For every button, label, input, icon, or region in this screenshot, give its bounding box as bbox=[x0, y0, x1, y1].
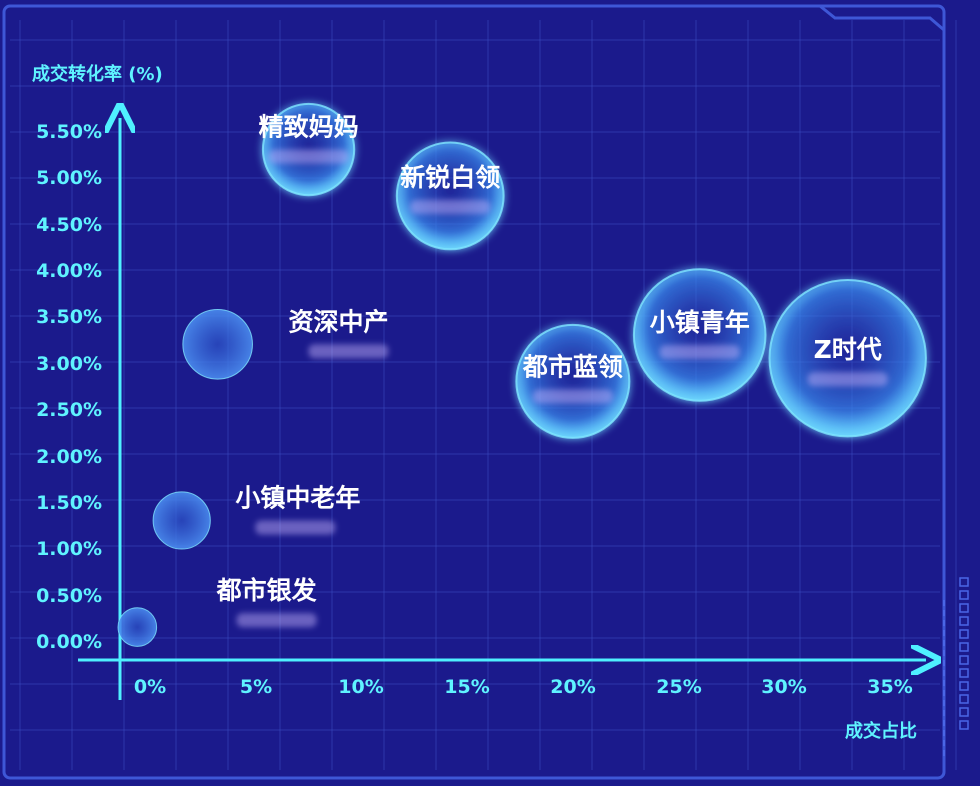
x-tick-label: 0% bbox=[134, 676, 166, 698]
frame-decoration bbox=[959, 707, 969, 717]
bubble-label: 资深中产 bbox=[288, 307, 388, 336]
bubble-point: 新锐白领 bbox=[395, 141, 505, 251]
frame-decoration bbox=[959, 681, 969, 691]
y-tick-label: 1.50% bbox=[36, 492, 102, 514]
bubble-circle bbox=[117, 607, 158, 647]
bubble-circle bbox=[768, 278, 927, 438]
blurred-value-label bbox=[659, 345, 740, 359]
blurred-value-label bbox=[410, 199, 491, 214]
y-tick-label: 3.50% bbox=[36, 306, 102, 328]
frame-decoration bbox=[959, 720, 969, 730]
bubble-label: 小镇中老年 bbox=[235, 483, 360, 512]
y-tick-labels: 0.00% 0.50% 1.00% 1.50% 2.00% 2.50% 3.00% 3.50%… bbox=[36, 121, 102, 653]
x-tick-label: 20% bbox=[550, 676, 595, 698]
bubble-point: 资深中产 bbox=[182, 307, 389, 380]
blurred-value-label bbox=[807, 372, 888, 387]
frame-decoration bbox=[959, 655, 969, 665]
bubble-label: 都市蓝领 bbox=[522, 352, 623, 381]
x-tick-label: 15% bbox=[444, 676, 489, 698]
x-tick-label: 5% bbox=[240, 676, 272, 698]
bubble-circle bbox=[182, 308, 253, 380]
x-tick-labels: 0% 5% 10% 15% 20% 25% 30% 35% bbox=[134, 676, 913, 698]
frame-decoration bbox=[959, 603, 969, 613]
frame-decoration bbox=[959, 616, 969, 626]
bubble-point: 精致妈妈 bbox=[259, 102, 359, 197]
bubble-point: 小镇青年 bbox=[632, 268, 767, 402]
frame-decoration bbox=[959, 694, 969, 704]
y-tick-label: 0.00% bbox=[36, 631, 102, 653]
y-tick-label: 5.50% bbox=[36, 121, 102, 143]
blurred-value-label bbox=[268, 149, 349, 164]
frame-decoration bbox=[959, 577, 969, 587]
frame-decoration bbox=[959, 668, 969, 678]
blurred-value-label bbox=[236, 613, 317, 628]
y-axis-label: 成交转化率 (%) bbox=[32, 63, 163, 85]
bubble-label: Z时代 bbox=[814, 335, 882, 364]
y-tick-label: 4.50% bbox=[36, 214, 102, 236]
y-tick-label: 2.50% bbox=[36, 399, 102, 421]
x-tick-label: 25% bbox=[656, 676, 701, 698]
frame-decoration bbox=[959, 629, 969, 639]
y-tick-label: 3.00% bbox=[36, 353, 102, 375]
bubble-point: 小镇中老年 bbox=[152, 483, 360, 550]
grid-lines bbox=[10, 20, 957, 770]
bubble-circle bbox=[515, 323, 631, 439]
blurred-value-label bbox=[308, 344, 389, 359]
x-tick-label: 35% bbox=[867, 676, 912, 698]
x-axis-label: 成交占比 bbox=[845, 720, 917, 742]
bubble-point: 都市银发 bbox=[117, 576, 317, 647]
axes bbox=[78, 118, 926, 700]
bubble-point: Z时代 bbox=[768, 278, 927, 438]
bubble-label: 新锐白领 bbox=[400, 163, 500, 192]
x-tick-label: 10% bbox=[338, 676, 383, 698]
frame-decoration bbox=[959, 590, 969, 600]
frame-decoration bbox=[959, 642, 969, 652]
bubble-circle bbox=[395, 141, 505, 251]
y-tick-label: 1.00% bbox=[36, 538, 102, 560]
x-tick-label: 30% bbox=[761, 676, 806, 698]
bubble-point: 都市蓝领 bbox=[515, 323, 631, 439]
bubble-label: 都市银发 bbox=[216, 576, 317, 605]
bubble-circle bbox=[632, 268, 767, 402]
bubble-label: 小镇青年 bbox=[650, 308, 750, 337]
blurred-value-label bbox=[255, 520, 336, 535]
bubble-circle bbox=[152, 491, 211, 550]
y-tick-label: 0.50% bbox=[36, 585, 102, 607]
y-tick-label: 2.00% bbox=[36, 446, 102, 468]
blurred-value-label bbox=[532, 389, 613, 404]
y-tick-label: 5.00% bbox=[36, 167, 102, 189]
y-tick-label: 4.00% bbox=[36, 260, 102, 282]
bubble-label: 精致妈妈 bbox=[259, 113, 359, 142]
